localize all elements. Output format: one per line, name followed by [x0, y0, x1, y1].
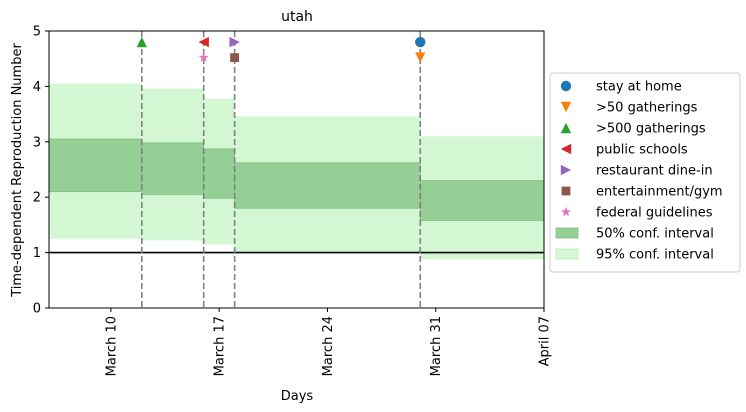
legend: stay at home >50 gatherings >500 gathering…: [549, 72, 741, 273]
intervention-marker: [198, 52, 209, 62]
intervention-marker: [136, 36, 148, 48]
intervention-marker: [415, 36, 426, 48]
y-axis-label: Time-dependent Reproduction Number: [10, 43, 25, 298]
intervention-marker: [415, 52, 426, 63]
legend-marker: [560, 143, 572, 155]
y-tick-label: 4: [33, 80, 41, 95]
chart-title: utah: [281, 9, 313, 25]
y-tick-label: 2: [33, 191, 41, 206]
legend-marker: [560, 164, 572, 176]
axes-frame: [48, 30, 545, 309]
intervention-marker: [230, 53, 240, 62]
legend-label: restaurant dine-in: [596, 164, 713, 179]
intervention-marker: [198, 36, 209, 48]
x-axis-label: Days: [281, 389, 314, 404]
x-tick-label: March 31: [429, 316, 444, 376]
legend-marker: [561, 206, 571, 217]
legend-swatch: [555, 248, 579, 260]
x-tick-label: April 07: [538, 316, 553, 366]
legend-label: stay at home: [596, 80, 682, 95]
y-tick-label: 3: [33, 135, 41, 150]
legend-label: public schools: [596, 143, 688, 158]
x-tick-label: March 10: [104, 316, 119, 376]
plot-area: 0 1 2 3 4 5 March 10 March 17 March 24 March 31 Ap…: [33, 25, 553, 377]
ci50-band: [419, 180, 545, 221]
y-tick-label: 5: [33, 25, 41, 40]
ci50-band: [48, 138, 143, 193]
legend-label: >50 gatherings: [596, 101, 698, 116]
ci50-band: [141, 142, 205, 195]
legend-marker: [560, 80, 572, 92]
legend-label: >500 gatherings: [596, 122, 706, 137]
y-tick-label: 0: [33, 302, 41, 317]
x-tick-label: March 17: [213, 316, 228, 376]
legend-swatch: [555, 227, 579, 239]
legend-label: 95% conf. interval: [596, 248, 714, 263]
legend-marker: [561, 186, 571, 196]
legend-marker: [560, 101, 572, 113]
x-tick-label: March 24: [321, 316, 336, 376]
ci50-band: [234, 162, 421, 209]
legend-label: entertainment/gym: [596, 185, 723, 200]
ci50-band: [203, 148, 236, 199]
legend-box: [549, 72, 741, 273]
legend-marker: [560, 122, 572, 134]
y-tick-label: 1: [33, 246, 41, 261]
legend-label: 50% conf. interval: [596, 227, 714, 242]
intervention-marker: [229, 36, 240, 48]
legend-label: federal guidelines: [596, 206, 713, 221]
